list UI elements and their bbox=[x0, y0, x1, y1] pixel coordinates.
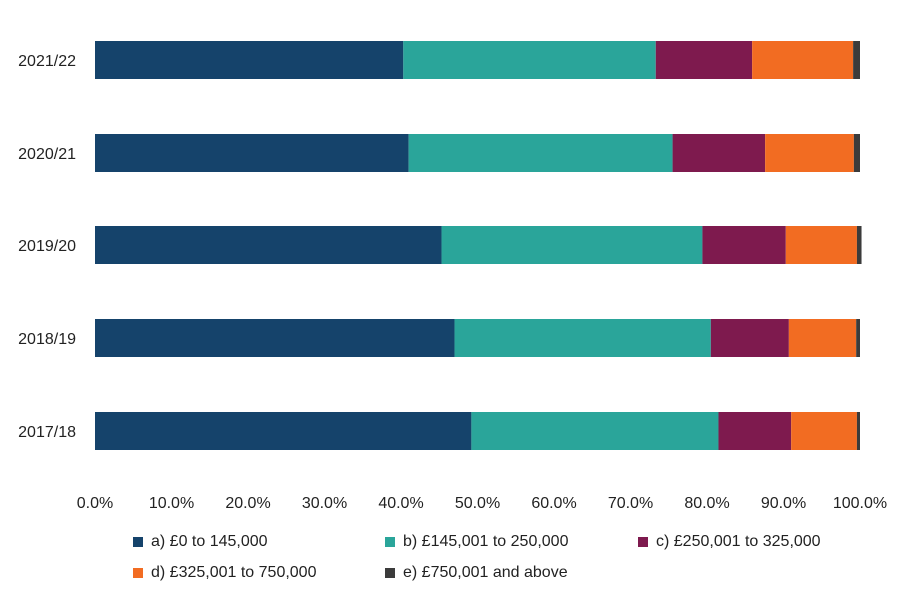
legend-item: c) £250,001 to 325,000 bbox=[638, 533, 821, 551]
bar-segment-2021-22-series-3 bbox=[655, 41, 753, 79]
bar-segment-2020-21-series-2 bbox=[408, 134, 673, 172]
bar-segment-2019-20-series-5 bbox=[856, 226, 862, 264]
bar-segment-2020-21-series-5 bbox=[853, 134, 860, 172]
bar-segment-2018-19-series-4 bbox=[788, 319, 857, 357]
x-tick-label: 60.0% bbox=[531, 495, 576, 512]
x-axis-tick-labels: 0.0% 10.0% 20.0% 30.0% 40.0% 50.0% 60.0% 70.0% 8… bbox=[77, 495, 887, 512]
x-tick-label: 70.0% bbox=[608, 495, 653, 512]
legend-swatch bbox=[133, 537, 143, 547]
bar-segment-2019-20-series-4 bbox=[785, 226, 857, 264]
legend-item: e) £750,001 and above bbox=[385, 564, 568, 582]
category-label: 2019/20 bbox=[18, 238, 76, 255]
bar-segment-2020-21-series-4 bbox=[765, 134, 854, 172]
bars-group bbox=[95, 41, 862, 450]
legend-item: a) £0 to 145,000 bbox=[133, 533, 268, 551]
legend-swatch bbox=[385, 537, 395, 547]
x-tick-label: 0.0% bbox=[77, 495, 113, 512]
x-tick-label: 80.0% bbox=[684, 495, 729, 512]
legend-label: a) £0 to 145,000 bbox=[151, 533, 268, 550]
legend-label: b) £145,001 to 250,000 bbox=[403, 533, 569, 550]
x-tick-label: 10.0% bbox=[149, 495, 194, 512]
x-tick-label: 100.0% bbox=[833, 495, 887, 512]
bar-segment-2019-20-series-3 bbox=[702, 226, 786, 264]
bar-segment-2017-18-series-1 bbox=[95, 412, 472, 450]
bar-segment-2019-20-series-2 bbox=[441, 226, 703, 264]
chart-legend: a) £0 to 145,000 b) £145,001 to 250,000 c)… bbox=[0, 528, 904, 588]
x-tick-label: 90.0% bbox=[761, 495, 806, 512]
x-tick-label: 30.0% bbox=[302, 495, 347, 512]
bar-segment-2020-21-series-1 bbox=[95, 134, 409, 172]
legend-swatch bbox=[385, 568, 395, 578]
legend-item: b) £145,001 to 250,000 bbox=[385, 533, 568, 551]
bar-segment-2021-22-series-2 bbox=[403, 41, 656, 79]
category-label: 2017/18 bbox=[18, 424, 76, 441]
bar-segment-2017-18-series-5 bbox=[856, 412, 860, 450]
bar-segment-2017-18-series-4 bbox=[791, 412, 857, 450]
x-tick-label: 50.0% bbox=[455, 495, 500, 512]
bar-segment-2017-18-series-2 bbox=[471, 412, 719, 450]
bar-segment-2018-19-series-2 bbox=[454, 319, 711, 357]
legend-item: d) £325,001 to 750,000 bbox=[133, 564, 316, 582]
bar-segment-2018-19-series-3 bbox=[710, 319, 789, 357]
bar-segment-2021-22-series-4 bbox=[752, 41, 854, 79]
bar-segment-2021-22-series-1 bbox=[95, 41, 404, 79]
bar-segment-2019-20-series-1 bbox=[95, 226, 442, 264]
x-tick-label: 40.0% bbox=[378, 495, 423, 512]
legend-swatch bbox=[638, 537, 648, 547]
legend-swatch bbox=[133, 568, 143, 578]
x-tick-label: 20.0% bbox=[225, 495, 270, 512]
bar-segment-2018-19-series-1 bbox=[95, 319, 455, 357]
bar-segment-2021-22-series-5 bbox=[853, 41, 860, 79]
category-label: 2018/19 bbox=[18, 331, 76, 348]
category-label: 2020/21 bbox=[18, 146, 76, 163]
bar-segment-2020-21-series-3 bbox=[672, 134, 766, 172]
legend-label: e) £750,001 and above bbox=[403, 564, 568, 581]
bar-segment-2018-19-series-5 bbox=[856, 319, 860, 357]
legend-label: d) £325,001 to 750,000 bbox=[151, 564, 317, 581]
category-labels: 2021/22 2020/21 2019/20 2018/19 2017/18 bbox=[18, 53, 76, 441]
legend-label: c) £250,001 to 325,000 bbox=[656, 533, 821, 550]
bar-segment-2017-18-series-3 bbox=[718, 412, 792, 450]
category-label: 2021/22 bbox=[18, 53, 76, 70]
